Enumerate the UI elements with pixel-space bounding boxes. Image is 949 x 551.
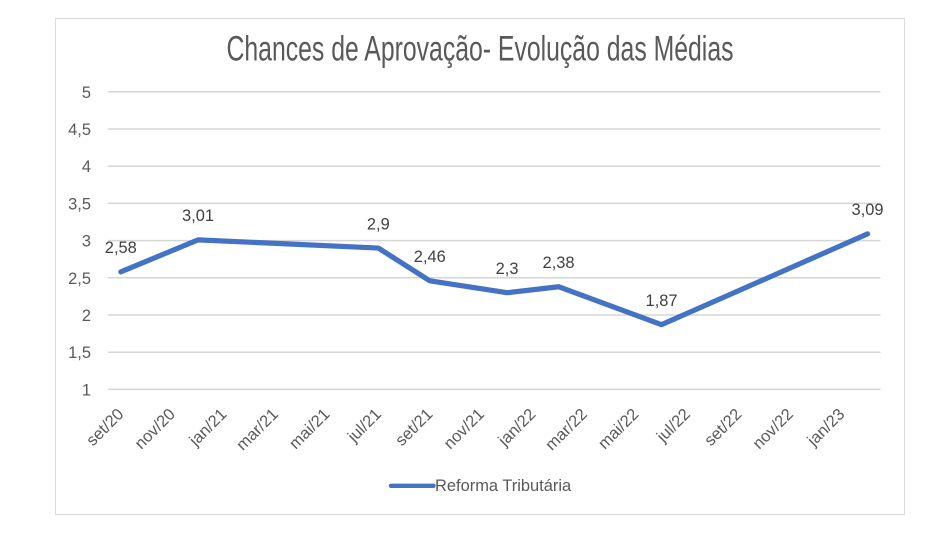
svg-text:4: 4 xyxy=(82,158,91,176)
svg-text:1,87: 1,87 xyxy=(646,292,678,310)
svg-text:3,01: 3,01 xyxy=(182,207,214,225)
svg-text:Reforma Tributária: Reforma Tributária xyxy=(435,477,572,495)
svg-text:2,5: 2,5 xyxy=(68,270,91,288)
svg-text:1: 1 xyxy=(82,381,91,399)
svg-text:2,46: 2,46 xyxy=(414,248,446,266)
svg-text:3,09: 3,09 xyxy=(852,201,884,219)
svg-text:2,58: 2,58 xyxy=(105,239,137,257)
svg-text:3,5: 3,5 xyxy=(68,195,91,213)
svg-text:5: 5 xyxy=(82,84,91,102)
svg-text:Chances de Aprovação- Evolução: Chances de Aprovação- Evolução das Média… xyxy=(227,30,734,69)
svg-text:2,38: 2,38 xyxy=(543,254,575,272)
svg-text:2,9: 2,9 xyxy=(367,215,390,233)
svg-text:1,5: 1,5 xyxy=(68,344,91,362)
svg-text:3: 3 xyxy=(82,233,91,251)
svg-text:2,3: 2,3 xyxy=(496,260,519,278)
svg-text:2: 2 xyxy=(82,307,91,325)
svg-text:4,5: 4,5 xyxy=(68,121,91,139)
